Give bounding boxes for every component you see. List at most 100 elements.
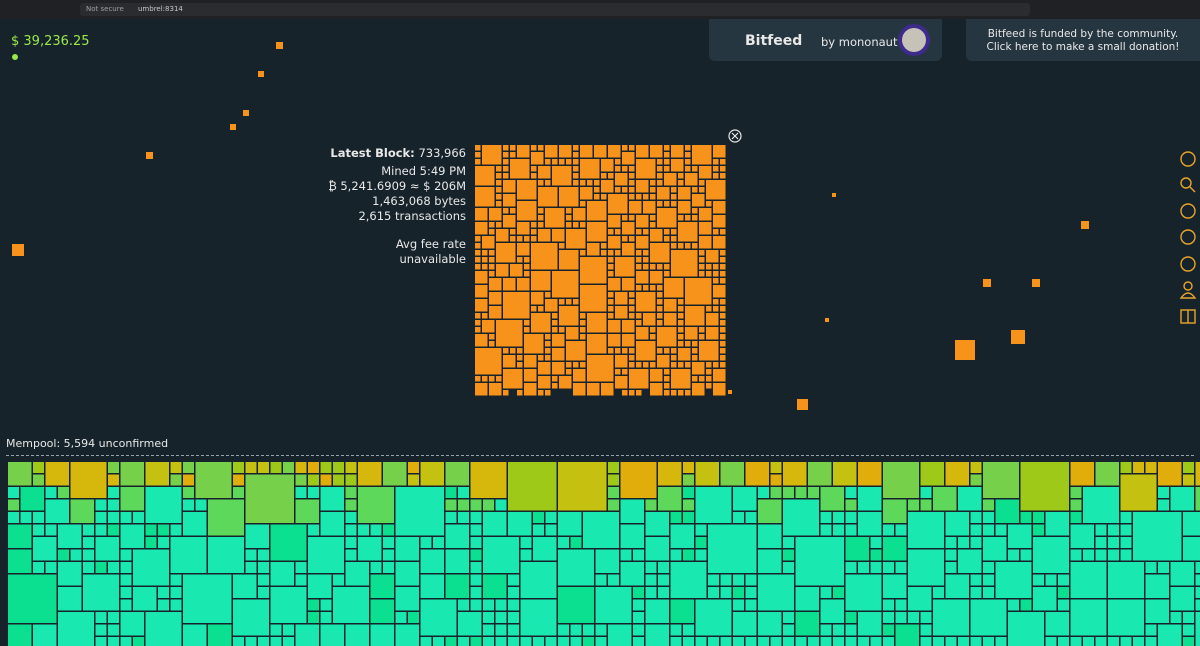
block-tx	[657, 306, 663, 312]
mempool-tx	[58, 612, 94, 646]
mempool-tx	[1070, 599, 1107, 636]
mempool-tx	[470, 562, 482, 573]
mempool-tx	[883, 624, 894, 636]
block-tx	[657, 285, 663, 291]
profile-button[interactable]	[1183, 281, 1193, 291]
mempool-tx	[1158, 499, 1169, 511]
block-tx	[482, 320, 495, 333]
block-tx	[608, 229, 614, 235]
mempool-tx	[270, 624, 282, 636]
address-bar[interactable]	[80, 3, 1030, 16]
mempool-tx	[595, 549, 619, 573]
block-tx	[650, 334, 656, 340]
mempool-tx	[1070, 549, 1082, 561]
block-tx	[496, 243, 516, 263]
block-tx	[489, 257, 495, 263]
mempool-tx	[695, 599, 732, 636]
mempool-tx	[483, 499, 494, 511]
mempool-tx	[695, 637, 707, 646]
avatar[interactable]	[897, 23, 931, 57]
mempool-tx	[345, 624, 369, 646]
mempool-tx	[1145, 574, 1169, 598]
block-tx	[503, 348, 509, 354]
author[interactable]: by mononaut	[821, 35, 898, 49]
mempool-tx	[1183, 537, 1200, 561]
block-height-row: Latest Block: 733,966	[328, 146, 466, 161]
contact-button[interactable]	[1180, 229, 1196, 245]
mempool-tx	[333, 574, 344, 586]
block-tx	[678, 320, 684, 326]
block-tx	[629, 355, 635, 361]
block-tx	[482, 376, 488, 382]
block-tx	[713, 264, 719, 270]
mempool-tx	[1033, 512, 1044, 523]
block-tx	[545, 180, 551, 186]
mempool-tx	[45, 562, 57, 573]
mempool-tx	[770, 474, 782, 486]
block-tx	[692, 145, 712, 165]
mempool-tx	[445, 499, 457, 511]
mempool-tx	[983, 499, 994, 511]
mempool-tx	[883, 462, 919, 498]
info-button[interactable]	[1180, 203, 1196, 219]
block-tx	[580, 320, 586, 326]
block-tx	[608, 250, 614, 256]
mempool-tx	[308, 462, 319, 473]
mempool-tx	[308, 487, 319, 498]
mempool-tx	[870, 537, 882, 548]
mempool-tx	[620, 524, 644, 548]
block-tx	[545, 159, 551, 165]
block-tx	[671, 369, 691, 389]
block-tx	[475, 166, 495, 186]
mempool-tx	[1145, 562, 1157, 573]
mempool-tx	[320, 487, 344, 511]
block-tx	[699, 271, 705, 277]
mempool-tx	[645, 574, 657, 586]
block-tx	[552, 362, 565, 375]
mempool-tx	[670, 599, 694, 623]
mempool-tx	[433, 637, 444, 646]
mempool-tx	[883, 499, 907, 523]
search-button[interactable]	[1180, 177, 1192, 189]
block-tx	[636, 341, 656, 361]
mempool-tx	[720, 462, 744, 486]
mempool-tx	[370, 599, 394, 623]
block-tx	[678, 187, 691, 200]
block-tx	[629, 145, 635, 151]
block-tx	[678, 201, 691, 214]
block-tx	[517, 278, 530, 291]
block-tx	[636, 327, 649, 340]
block-tx	[622, 187, 628, 193]
block-tx	[650, 222, 656, 228]
block-tx	[489, 271, 495, 277]
connection-indicator	[12, 54, 18, 60]
mempool-tx	[645, 512, 669, 536]
mempool-tx	[1020, 599, 1032, 611]
block-tx	[489, 341, 495, 347]
block-tx	[475, 327, 481, 333]
mempool-tx	[70, 549, 82, 561]
mempool-tx	[320, 462, 332, 473]
close-block-button[interactable]	[728, 129, 742, 143]
block-tx	[482, 145, 502, 165]
settings-button[interactable]	[1180, 151, 1196, 167]
block-tx	[629, 187, 635, 193]
block-tx	[615, 348, 621, 354]
block-tx	[720, 355, 726, 361]
mempool-tx	[658, 574, 669, 586]
mempool-tx	[1045, 512, 1069, 536]
mempool-tx	[395, 612, 407, 623]
app-title: Bitfeed	[745, 33, 803, 49]
mempool-tx	[183, 574, 232, 623]
mempool-tx	[233, 599, 269, 636]
mempool-tx	[945, 512, 969, 536]
mempool-tx	[320, 599, 332, 611]
mempool-tx	[608, 574, 619, 586]
mempool-tx	[1170, 587, 1194, 611]
block-tx	[706, 313, 719, 326]
mempool-tx	[183, 512, 207, 536]
help-button[interactable]	[1180, 256, 1196, 272]
block-tx	[692, 362, 705, 375]
donation-banner[interactable]: Bitfeed is funded by the community. Clic…	[966, 19, 1200, 61]
